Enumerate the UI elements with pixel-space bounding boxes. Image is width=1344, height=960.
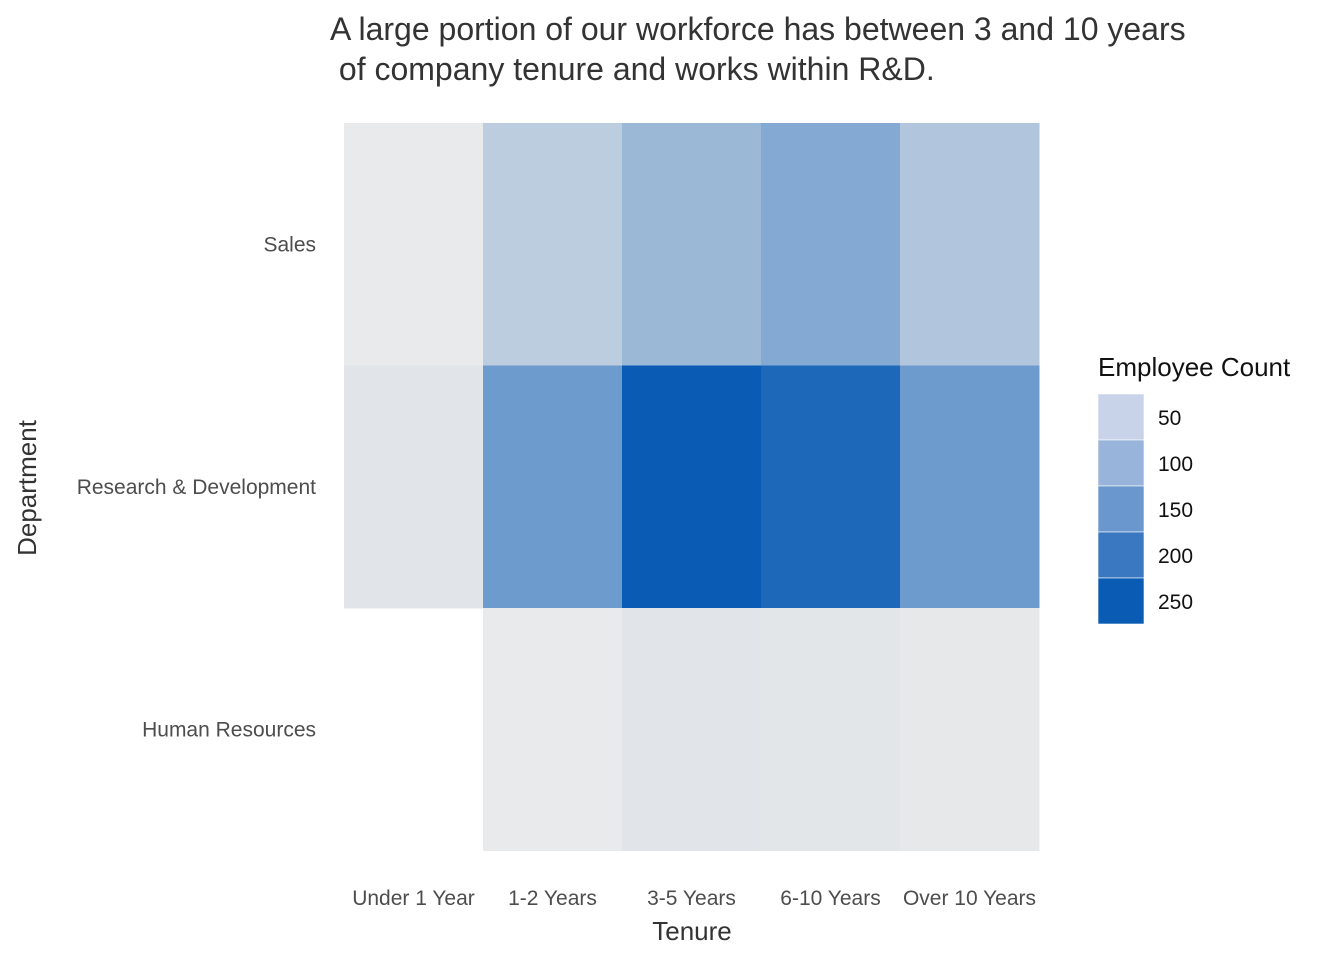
legend-label: 200 bbox=[1158, 545, 1193, 568]
chart-title-line-1: A large portion of our workforce has bet… bbox=[330, 11, 1186, 47]
y-axis-tick-labels: Sales Research & Development Human Resourc… bbox=[77, 233, 316, 741]
y-axis-title: Department bbox=[12, 419, 42, 556]
cell-research-and-development-6-10-years bbox=[761, 365, 901, 609]
legend-label: 150 bbox=[1158, 499, 1193, 522]
y-tick-label: Research & Development bbox=[77, 476, 316, 499]
cell-sales-over-10-years bbox=[900, 123, 1040, 366]
cell-sales-6-10-years bbox=[761, 123, 901, 366]
heatmap-cells bbox=[344, 123, 1040, 851]
x-tick-label: 1-2 Years bbox=[508, 887, 597, 910]
x-tick-label: Over 10 Years bbox=[903, 887, 1036, 910]
cell-human-resources-over-10-years bbox=[900, 608, 1040, 851]
y-tick-label: Human Resources bbox=[142, 718, 316, 741]
cell-research-and-development-over-10-years bbox=[900, 365, 1040, 609]
legend-key-100 bbox=[1097, 439, 1145, 487]
cell-sales-1-2-years bbox=[483, 123, 623, 366]
legend-key-250 bbox=[1097, 577, 1145, 625]
cell-research-and-development-1-2-years bbox=[483, 365, 623, 609]
cell-research-and-development-3-5-years bbox=[622, 365, 762, 609]
cell-human-resources-6-10-years bbox=[761, 608, 901, 851]
x-tick-label: 6-10 Years bbox=[780, 887, 880, 910]
legend-title: Employee Count bbox=[1098, 352, 1291, 382]
cell-sales-under-1-year bbox=[344, 123, 484, 366]
legend-label: 50 bbox=[1158, 407, 1181, 430]
legend-key-200 bbox=[1097, 531, 1145, 579]
cell-human-resources-1-2-years bbox=[483, 608, 623, 851]
legend-label: 100 bbox=[1158, 453, 1193, 476]
legend-key-50 bbox=[1097, 393, 1145, 441]
cell-sales-3-5-years bbox=[622, 123, 762, 366]
legend-color-bar: 50 100 150 200 250 bbox=[1097, 393, 1193, 625]
chart-title-line-2: of company tenure and works within R&D. bbox=[330, 51, 935, 87]
x-axis-title: Tenure bbox=[652, 916, 732, 946]
x-tick-label: 3-5 Years bbox=[647, 887, 736, 910]
cell-human-resources-3-5-years bbox=[622, 608, 762, 851]
legend-key-150 bbox=[1097, 485, 1145, 533]
y-tick-label: Sales bbox=[263, 233, 316, 256]
legend-label: 250 bbox=[1158, 591, 1193, 614]
x-tick-label: Under 1 Year bbox=[352, 887, 475, 910]
cell-research-and-development-under-1-year bbox=[344, 365, 484, 609]
x-axis-tick-labels: Under 1 Year 1-2 Years 3-5 Years 6-10 Years… bbox=[352, 887, 1036, 910]
